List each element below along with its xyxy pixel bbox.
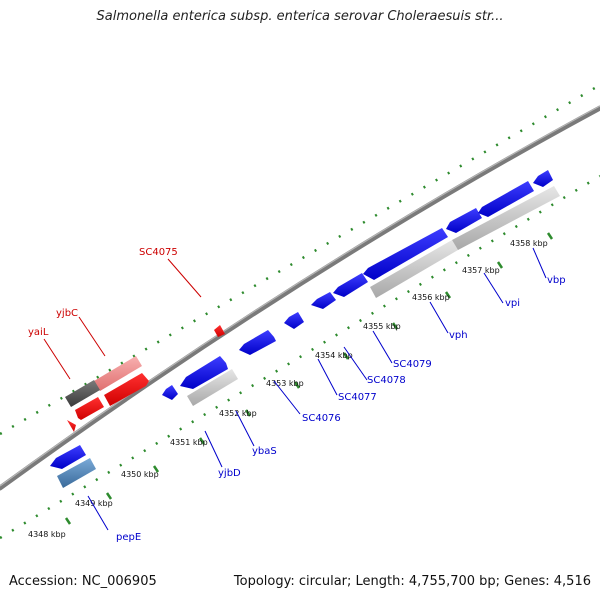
gene-steel-block[interactable] [57,458,96,488]
gene-blue-arrow-4[interactable] [284,312,304,329]
kbp-label-4353: 4353 kbp [266,379,304,388]
kbp-label-4356: 4356 kbp [412,293,450,302]
gene-label-sc4076[interactable]: SC4076 [302,413,341,424]
genome-stats-text: Topology: circular; Length: 4,755,700 bp… [233,574,591,589]
reverse-genes [50,170,560,488]
gene-blue-arrow-6[interactable] [333,273,368,297]
gene-gray-block-1[interactable] [187,369,238,406]
gene-label-yjbc[interactable]: yjbC [56,308,78,319]
accession-text: Accession: NC_006905 [9,574,157,589]
gene-label-vph[interactable]: vph [449,330,468,341]
gene-blue-arrow-8[interactable] [446,208,482,233]
gene-red-arrow-b[interactable] [104,373,149,406]
gene-pepe-arrow[interactable] [50,445,86,469]
gene-yail-small[interactable] [67,420,76,432]
inner-tick-track [0,174,600,540]
gene-label-yjbd[interactable]: yjbD [218,468,241,479]
gene-label-sc4079[interactable]: SC4079 [393,359,432,370]
gene-sc4075-small[interactable] [214,325,225,337]
label-leaders [43,247,547,531]
gene-label-sc4075[interactable]: SC4075 [139,247,178,258]
gene-dark-block[interactable] [65,380,100,407]
genome-backbone [0,105,600,491]
gene-red-arrow-a[interactable] [75,397,104,420]
gene-label-vpi[interactable]: vpi [505,298,520,309]
gene-label-vbp[interactable]: vbp [547,275,566,286]
kbp-label-4358: 4358 kbp [510,239,548,248]
kbp-label-4349: 4349 kbp [75,499,113,508]
gene-label-sc4077[interactable]: SC4077 [338,392,377,403]
kbp-label-4348: 4348 kbp [28,530,66,539]
forward-genes [65,325,225,432]
gene-label-ybas[interactable]: ybaS [252,446,277,457]
gene-blue-arrow-2[interactable] [180,356,228,389]
kbp-label-4351: 4351 kbp [170,438,208,447]
gene-label-yail[interactable]: yaiL [28,327,49,338]
gene-labels: SC4075 yjbC yaiL pepE yjbD ybaS SC4076 S… [28,247,566,543]
kbp-label-4350: 4350 kbp [121,470,159,479]
major-ticks [64,232,554,525]
kbp-label-4355: 4355 kbp [363,322,401,331]
gene-blue-arrow-10[interactable] [533,170,553,187]
gene-label-pepe[interactable]: pepE [116,532,141,543]
gene-gray-block-2[interactable] [370,240,458,298]
kbp-label-4352: 4352 kbp [219,409,257,418]
kbp-label-4357: 4357 kbp [462,266,500,275]
gene-gray-block-3[interactable] [452,186,560,250]
gene-blue-arrow-5[interactable] [311,292,336,309]
gene-blue-small-1[interactable] [162,385,178,400]
gene-yjbc-arrow[interactable] [94,356,142,391]
gene-label-sc4078[interactable]: SC4078 [367,375,406,386]
scale-labels: 4348 kbp 4349 kbp 4350 kbp 4351 kbp 4352… [28,239,548,539]
kbp-label-4354: 4354 kbp [315,351,353,360]
gene-blue-arrow-9[interactable] [478,181,534,217]
gene-blue-arrow-7[interactable] [363,228,448,280]
map-title: Salmonella enterica subsp. enterica sero… [96,9,504,24]
gene-blue-arrow-3[interactable] [239,330,276,355]
